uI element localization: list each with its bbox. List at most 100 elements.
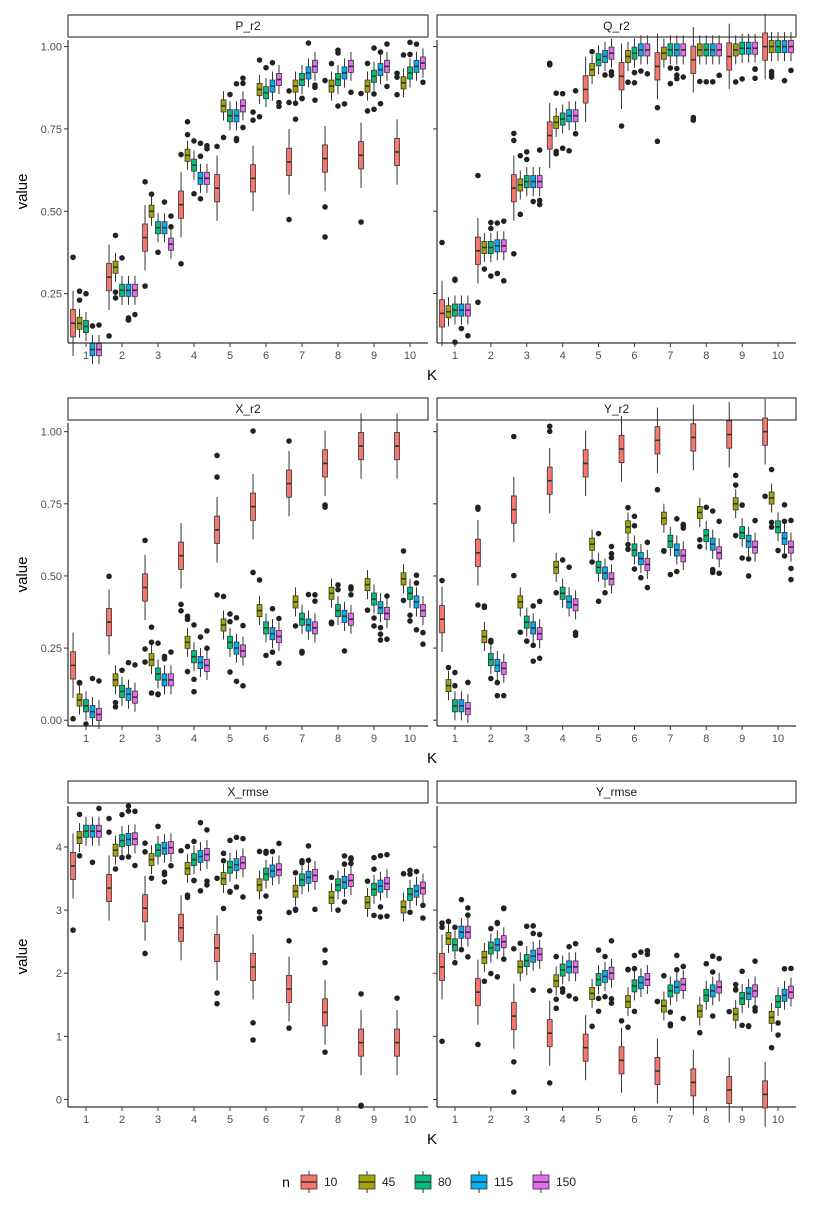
outlier-point bbox=[523, 638, 530, 644]
y-tick-label: 0.25 bbox=[41, 289, 62, 301]
outlier-point bbox=[420, 641, 426, 647]
outlier-point bbox=[407, 871, 413, 877]
outlier-point bbox=[644, 539, 651, 546]
outlier-point bbox=[732, 532, 739, 539]
outlier-point bbox=[553, 953, 559, 960]
outlier-point bbox=[618, 1018, 625, 1024]
outlier-point bbox=[119, 854, 125, 861]
outlier-point bbox=[452, 924, 458, 931]
outlier-point bbox=[530, 198, 537, 205]
outlier-point bbox=[96, 678, 102, 684]
outlier-point bbox=[488, 970, 494, 977]
outlier-point bbox=[348, 591, 354, 598]
outlier-point bbox=[371, 866, 377, 872]
outlier-point bbox=[439, 1038, 445, 1045]
outlier-point bbox=[250, 1037, 256, 1043]
outlier-point bbox=[214, 452, 220, 459]
outlier-point bbox=[384, 636, 390, 642]
outlier-point bbox=[70, 715, 76, 722]
outlier-point bbox=[70, 927, 76, 933]
outlier-point bbox=[394, 74, 400, 80]
legend-label: 115 bbox=[494, 1175, 513, 1189]
outlier-point bbox=[775, 1032, 781, 1038]
outlier-point bbox=[407, 51, 413, 58]
outlier-point bbox=[709, 953, 716, 960]
x-tick-label: 1 bbox=[83, 350, 89, 362]
outlier-point bbox=[292, 869, 299, 876]
outlier-point bbox=[572, 996, 579, 1002]
outlier-point bbox=[445, 664, 452, 671]
outlier-point bbox=[269, 59, 276, 66]
outlier-point bbox=[680, 521, 687, 528]
outlier-point bbox=[488, 273, 494, 279]
outlier-point bbox=[638, 949, 644, 955]
outlier-point bbox=[328, 60, 335, 67]
outlier-point bbox=[530, 923, 537, 929]
outlier-point bbox=[439, 920, 445, 926]
outlier-point bbox=[546, 428, 553, 435]
outlier-point bbox=[106, 815, 112, 822]
outlier-point bbox=[305, 40, 312, 46]
outlier-point bbox=[465, 679, 471, 686]
outlier-point bbox=[654, 486, 661, 493]
outlier-point bbox=[322, 1049, 328, 1055]
outlier-point bbox=[494, 919, 501, 926]
y-axis-title: value bbox=[14, 174, 31, 210]
outlier-point bbox=[536, 598, 543, 605]
outlier-point bbox=[276, 99, 282, 106]
outlier-point bbox=[703, 78, 710, 85]
outlier-point bbox=[322, 234, 328, 240]
outlier-point bbox=[775, 1020, 781, 1026]
outlier-point bbox=[523, 923, 530, 930]
outlier-point bbox=[661, 972, 667, 979]
outlier-point bbox=[458, 325, 465, 332]
outlier-point bbox=[475, 172, 481, 179]
outlier-point bbox=[371, 854, 377, 861]
outlier-point bbox=[142, 283, 148, 289]
outlier-point bbox=[553, 996, 559, 1003]
outlier-point bbox=[256, 57, 263, 63]
facet-strip-label: Y_r2 bbox=[604, 402, 630, 416]
outlier-point bbox=[644, 71, 651, 77]
outlier-point bbox=[654, 138, 661, 145]
x-tick-label: 9 bbox=[371, 1114, 377, 1126]
outlier-point bbox=[256, 915, 263, 921]
outlier-point bbox=[384, 913, 390, 919]
outlier-point bbox=[511, 945, 517, 952]
outlier-point bbox=[214, 990, 220, 996]
outlier-point bbox=[214, 875, 220, 882]
outlier-point bbox=[142, 537, 148, 544]
x-tick-label: 5 bbox=[227, 350, 233, 362]
outlier-point bbox=[377, 624, 384, 631]
facet-strip-label: Y_rmse bbox=[596, 785, 638, 799]
x-tick-label: 2 bbox=[488, 733, 494, 745]
outlier-point bbox=[739, 968, 745, 975]
outlier-point bbox=[625, 541, 631, 548]
outlier-point bbox=[377, 631, 384, 638]
outlier-point bbox=[644, 951, 651, 958]
x-tick-label: 10 bbox=[404, 1114, 416, 1126]
outlier-point bbox=[197, 140, 204, 147]
x-tick-label: 3 bbox=[155, 733, 161, 745]
x-tick-label: 3 bbox=[524, 350, 530, 362]
outlier-point bbox=[227, 91, 233, 98]
outlier-point bbox=[595, 947, 602, 953]
x-tick-label: 3 bbox=[155, 350, 161, 362]
outlier-point bbox=[250, 569, 256, 576]
outlier-point bbox=[125, 659, 132, 666]
outlier-point bbox=[384, 593, 390, 599]
outlier-point bbox=[745, 1023, 752, 1030]
outlier-point bbox=[680, 1015, 687, 1022]
outlier-point bbox=[739, 555, 745, 561]
outlier-point bbox=[125, 803, 132, 809]
outlier-point bbox=[625, 79, 631, 86]
x-tick-label: 4 bbox=[191, 1114, 197, 1126]
outlier-point bbox=[191, 190, 197, 197]
outlier-point bbox=[125, 317, 132, 323]
outlier-point bbox=[240, 835, 246, 842]
outlier-point bbox=[112, 704, 119, 710]
outlier-point bbox=[638, 68, 644, 74]
outlier-point bbox=[732, 986, 739, 993]
outlier-point bbox=[407, 909, 413, 916]
outlier-point bbox=[358, 991, 364, 997]
